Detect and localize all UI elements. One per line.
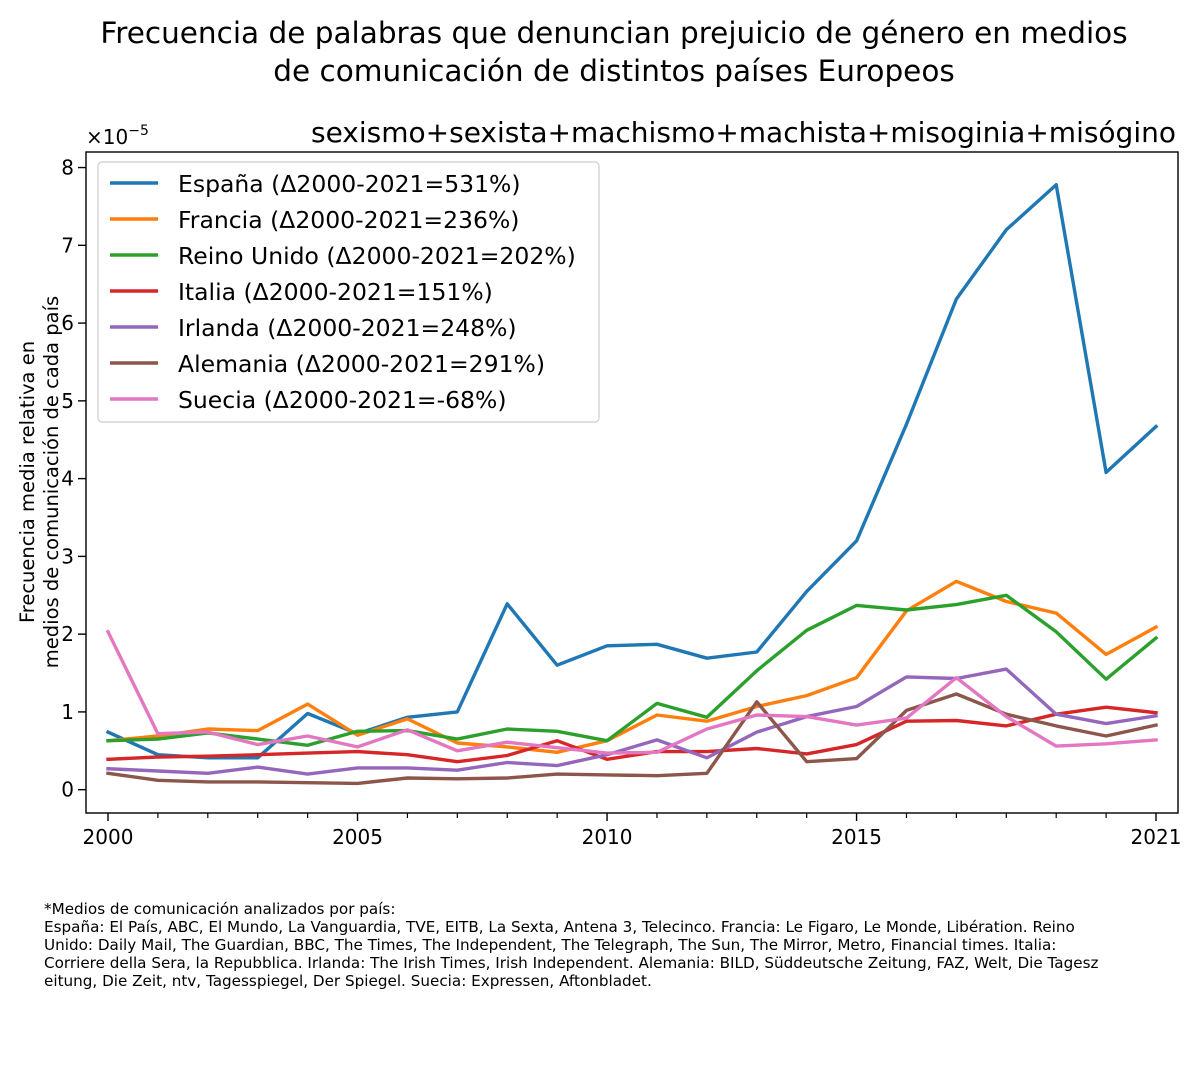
y-axis-label-line-2: medios de comunicación de cada país: [40, 296, 63, 668]
chart-title: Frecuencia de palabras que denuncian pre…: [100, 16, 1128, 88]
legend-entry: Francia (Δ2000-2021=236%): [178, 206, 519, 234]
series-line: [106, 705, 1158, 764]
legend-entry: Italia (Δ2000-2021=151%): [178, 278, 493, 306]
legend-entry: Irlanda (Δ2000-2021=248%): [178, 314, 517, 342]
y-axis-scale-base: ×10: [86, 125, 128, 149]
legend-entry: Suecia (Δ2000-2021=-68%): [178, 386, 507, 414]
x-tick-label: 2015: [831, 825, 882, 849]
y-tick-label: 6: [61, 311, 74, 335]
y-tick-label: 4: [61, 467, 74, 491]
series-line: [106, 667, 1158, 776]
plot-frame: [85, 151, 1179, 814]
y-axis-scale-factor: ×10−5: [86, 123, 149, 149]
footnote: *Medios de comunicación analizados por p…: [44, 900, 1099, 990]
x-tick-label: 2005: [332, 825, 383, 849]
y-axis-scale-exponent: −5: [128, 123, 149, 139]
y-tick-label: 2: [61, 622, 74, 646]
series-line: [106, 593, 1159, 747]
legend-entry: Reino Unido (Δ2000-2021=202%): [178, 242, 576, 270]
series-line: [105, 183, 1159, 760]
y-tick-label: 7: [61, 233, 74, 257]
x-tick-label: 2021: [1131, 825, 1182, 849]
plot-area: 2000 2005 2010 2015 2021 0 1 2 3 4 5 6 7 8 España (Δ20…: [61, 151, 1182, 849]
x-tick-label: 2010: [582, 825, 633, 849]
series-line: [106, 692, 1159, 786]
y-tick-label: 3: [61, 544, 74, 568]
y-tick-label: 1: [61, 700, 74, 724]
legend-entry: Alemania (Δ2000-2021=291%): [178, 350, 545, 378]
y-tick-label: 5: [61, 389, 74, 413]
y-tick-label: 0: [61, 778, 74, 802]
legend-box: [97, 161, 600, 423]
series-line: [105, 629, 1158, 755]
y-tick-label: 8: [61, 156, 74, 180]
legend-entry: España (Δ2000-2021=531%): [178, 170, 521, 198]
x-tick-label: 2000: [83, 825, 134, 849]
chart-subtitle: sexismo+sexista+machismo+machista+misogi…: [310, 116, 1176, 149]
y-axis-label-line-1: Frecuencia media relativa en: [16, 341, 39, 623]
series-line: [106, 579, 1159, 754]
